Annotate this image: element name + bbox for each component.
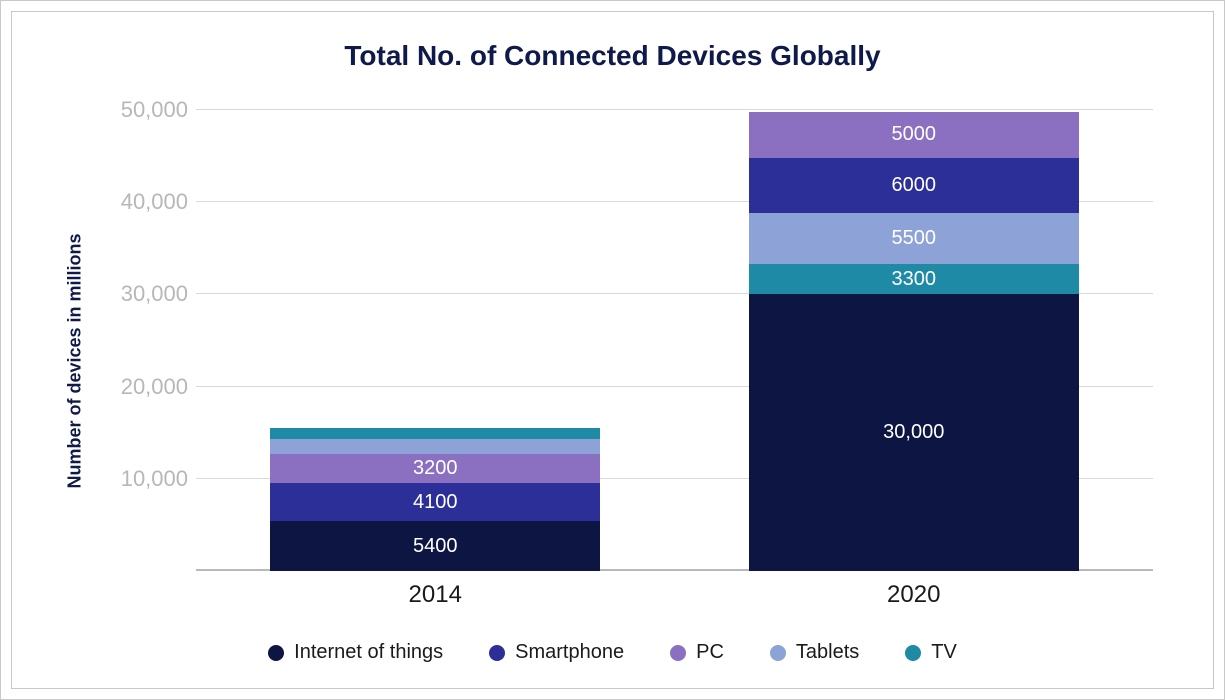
legend-dot-icon <box>670 645 686 661</box>
bar-segment-smartphone: 6000 <box>749 158 1079 213</box>
bar-segment-tv <box>270 428 600 439</box>
legend-item-pc: PC <box>670 641 724 664</box>
y-tick-label: 10,000 <box>121 466 188 492</box>
plot-inner: 10,00020,00030,00040,00050,0003200410054… <box>196 110 1153 571</box>
legend-label: PC <box>696 641 724 664</box>
y-tick-label: 30,000 <box>121 281 188 307</box>
chart-area: Number of devices in millions 10,00020,0… <box>12 90 1213 631</box>
legend-item-iot: Internet of things <box>268 641 443 664</box>
y-axis-label-wrap: Number of devices in millions <box>52 90 98 631</box>
y-tick-label: 40,000 <box>121 189 188 215</box>
bar-segment-iot: 30,000 <box>749 294 1079 571</box>
x-axis-label: 2014 <box>409 581 462 609</box>
bars-row: 3200410054002014 500060005500330030,00020… <box>196 110 1153 571</box>
y-axis-label: Number of devices in millions <box>65 233 86 488</box>
stacked-bar: 500060005500330030,000 <box>749 112 1079 571</box>
bar-segment-tv: 3300 <box>749 264 1079 294</box>
legend-dot-icon <box>770 645 786 661</box>
x-axis-label: 2020 <box>887 581 940 609</box>
bar-segment-pc: 5000 <box>749 112 1079 158</box>
chart-title: Total No. of Connected Devices Globally <box>12 40 1213 72</box>
bar-segment-tablets: 5500 <box>749 213 1079 264</box>
bar-segment-iot: 5400 <box>270 521 600 571</box>
legend-item-tablets: Tablets <box>770 641 859 664</box>
y-tick-label: 50,000 <box>121 97 188 123</box>
inner-frame: Total No. of Connected Devices Globally … <box>11 11 1214 689</box>
legend-label: TV <box>931 641 957 664</box>
y-tick-label: 20,000 <box>121 374 188 400</box>
plot-region: 10,00020,00030,00040,00050,0003200410054… <box>196 110 1153 571</box>
legend-dot-icon <box>905 645 921 661</box>
bar-segment-tablets <box>270 439 600 454</box>
legend-item-smartphone: Smartphone <box>489 641 624 664</box>
y-axis-ticks <box>98 90 196 631</box>
legend-label: Internet of things <box>294 641 443 664</box>
bar-segment-smartphone: 4100 <box>270 483 600 521</box>
legend-label: Smartphone <box>515 641 624 664</box>
bar-column: 500060005500330030,0002020 <box>749 110 1079 571</box>
outer-frame: Total No. of Connected Devices Globally … <box>0 0 1225 700</box>
legend-dot-icon <box>268 645 284 661</box>
legend-dot-icon <box>489 645 505 661</box>
bar-segment-pc: 3200 <box>270 454 600 484</box>
legend: Internet of things Smartphone PC Tablets TV <box>12 631 1213 688</box>
legend-label: Tablets <box>796 641 859 664</box>
bar-column: 3200410054002014 <box>270 110 600 571</box>
legend-item-tv: TV <box>905 641 957 664</box>
stacked-bar: 320041005400 <box>270 428 600 571</box>
